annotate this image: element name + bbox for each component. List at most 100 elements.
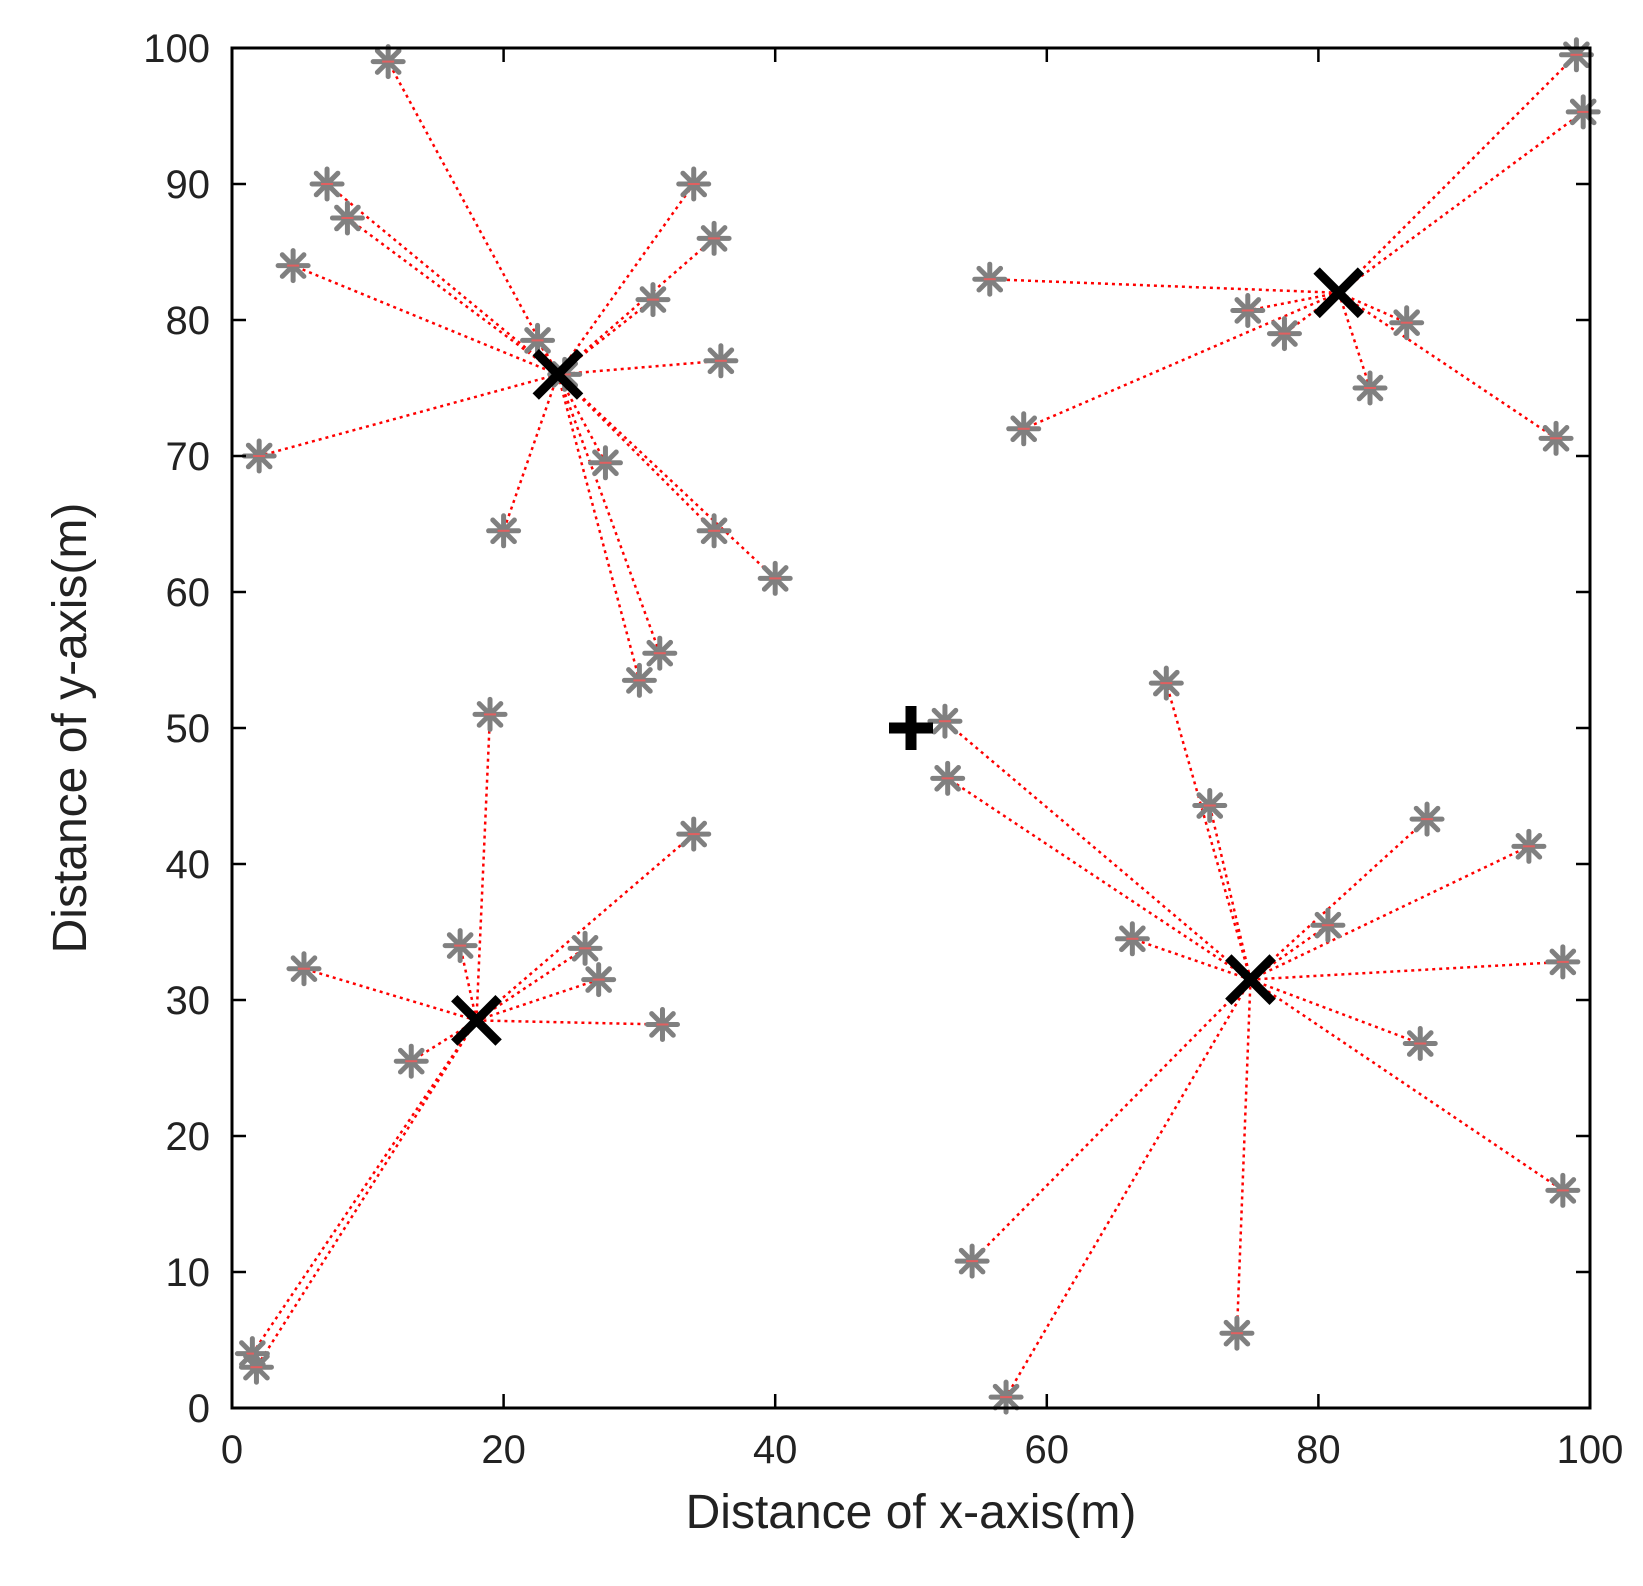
- link-cluster-1-0: [387, 61, 560, 375]
- sensor-node-cluster-2-3: [1389, 305, 1425, 341]
- cluster-head-cluster-1: [532, 349, 584, 400]
- link-cluster-2-6: [1338, 291, 1557, 440]
- link-cluster-3-9: [255, 1019, 478, 1368]
- y-tick-label: 100: [143, 27, 210, 71]
- sensor-node-cluster-2-2: [1266, 316, 1302, 352]
- link-cluster-3-1: [475, 833, 695, 1022]
- sensor-node-cluster-1-13: [757, 560, 793, 596]
- axis-ticks: 0 20 40 60 80 100 0 10 20 30 40 50 60 70 80 90 100: [143, 27, 1623, 1472]
- sensor-node-cluster-4-8: [1545, 944, 1581, 980]
- link-cluster-3-7: [410, 1019, 478, 1063]
- sensor-node-cluster-1-2: [329, 200, 365, 236]
- link-cluster-4-8: [1250, 960, 1563, 981]
- sensor-node-cluster-3-5: [286, 951, 322, 987]
- link-cluster-1-2: [346, 216, 559, 376]
- sensor-node-cluster-3-1: [676, 816, 712, 852]
- x-tick-label: 80: [1296, 1428, 1341, 1472]
- sensor-node-cluster-3-3: [567, 930, 603, 966]
- link-cluster-2-5: [1023, 291, 1340, 430]
- link-cluster-2-7: [1338, 110, 1584, 294]
- link-cluster-3-2: [458, 945, 478, 1021]
- link-cluster-3-0: [475, 714, 492, 1021]
- sensor-node-cluster-1-12: [696, 513, 732, 549]
- sensor-node-cluster-1-5: [241, 438, 277, 474]
- link-cluster-2-1: [1247, 291, 1340, 312]
- sensor-node-cluster-4-10: [1545, 1172, 1581, 1208]
- y-tick-label: 50: [166, 707, 211, 751]
- link-cluster-1-13: [557, 373, 777, 580]
- sensor-node-cluster-1-14: [642, 635, 678, 671]
- base-station-layer: [889, 706, 933, 750]
- sensor-node-cluster-4-2: [1148, 665, 1184, 701]
- x-tick-label: 20: [481, 1428, 526, 1472]
- sensor-node-cluster-2-0: [972, 261, 1008, 297]
- y-tick-label: 40: [166, 843, 211, 887]
- sensor-node-cluster-1-4: [520, 322, 556, 358]
- sensor-node-cluster-1-9: [703, 343, 739, 379]
- sensor-node-cluster-1-10: [587, 445, 623, 481]
- sensor-node-cluster-1-11: [486, 513, 522, 549]
- cluster-head-cluster-2: [1313, 267, 1365, 319]
- link-cluster-1-3: [292, 264, 559, 376]
- link-cluster-2-0: [989, 277, 1339, 295]
- x-axis-label: Distance of x-axis(m): [686, 1486, 1137, 1539]
- link-cluster-1-1: [326, 183, 559, 376]
- link-cluster-1-14: [556, 373, 661, 654]
- sensor-node-cluster-4-9: [1402, 1026, 1438, 1062]
- link-cluster-4-12: [1235, 979, 1252, 1334]
- link-cluster-3-4: [476, 978, 600, 1022]
- sensor-node-cluster-4-7: [1511, 828, 1547, 864]
- y-axis-label: Distance of y-axis(m): [44, 503, 97, 954]
- sensor-node-cluster-1-15: [621, 662, 657, 698]
- sensor-node-cluster-4-5: [1310, 907, 1346, 943]
- sensor-node-cluster-1-7: [696, 220, 732, 256]
- sensor-node-cluster-2-7: [1565, 94, 1601, 130]
- sensor-node-cluster-2-6: [1538, 420, 1574, 456]
- sensor-node-cluster-2-4: [1352, 370, 1388, 406]
- link-cluster-4-2: [1165, 682, 1252, 980]
- link-cluster-4-6: [1249, 818, 1428, 981]
- link-cluster-4-11: [971, 978, 1252, 1262]
- x-tick-label: 60: [1025, 1428, 1070, 1472]
- link-cluster-2-4: [1337, 292, 1372, 389]
- cluster-head-cluster-4: [1225, 954, 1276, 1005]
- y-tick-label: 20: [166, 1115, 211, 1159]
- y-tick-label: 90: [166, 163, 211, 207]
- y-tick-label: 80: [166, 299, 211, 343]
- sensor-node-cluster-4-4: [1114, 921, 1150, 957]
- sensor-node-cluster-4-3: [1192, 788, 1228, 824]
- sensor-node-cluster-3-0: [472, 696, 508, 732]
- y-tick-label: 0: [188, 1387, 210, 1431]
- sensor-node-cluster-3-7: [393, 1043, 429, 1079]
- sensor-node-cluster-3-2: [442, 928, 478, 964]
- link-cluster-2-3: [1338, 291, 1408, 324]
- link-cluster-4-9: [1250, 978, 1421, 1045]
- y-tick-label: 10: [166, 1251, 211, 1295]
- link-cluster-4-7: [1249, 845, 1530, 981]
- sensor-node-cluster-4-12: [1219, 1315, 1255, 1351]
- link-cluster-3-5: [303, 967, 477, 1022]
- sensor-node-cluster-1-8: [635, 282, 671, 318]
- base-station-marker: [889, 706, 933, 750]
- sensor-node-cluster-3-9: [238, 1349, 274, 1385]
- link-cluster-4-1: [946, 777, 1252, 981]
- sensor-node-cluster-1-0: [370, 44, 406, 80]
- sensor-node-cluster-1-3: [275, 248, 311, 284]
- sensor-node-cluster-4-11: [954, 1243, 990, 1279]
- y-tick-label: 30: [166, 979, 211, 1023]
- sensor-node-cluster-4-1: [930, 760, 966, 796]
- sensor-node-cluster-3-4: [581, 962, 617, 998]
- sensor-node-cluster-4-13: [988, 1379, 1024, 1415]
- link-cluster-2-8: [1337, 53, 1578, 294]
- cluster-head-layer: [451, 267, 1365, 1046]
- x-tick-label: 40: [753, 1428, 798, 1472]
- x-tick-label: 100: [1557, 1428, 1624, 1472]
- sensor-node-cluster-1-6: [676, 166, 712, 202]
- link-cluster-1-8: [557, 298, 654, 376]
- link-cluster-4-3: [1208, 805, 1252, 980]
- sensor-node-cluster-4-0: [927, 703, 963, 739]
- sensor-node-cluster-2-1: [1230, 292, 1266, 328]
- sensor-node-cluster-2-8: [1558, 37, 1594, 73]
